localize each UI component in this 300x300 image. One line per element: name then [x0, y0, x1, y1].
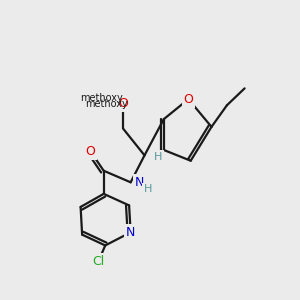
Text: H: H: [143, 184, 152, 194]
Text: O: O: [86, 145, 95, 158]
Text: N: N: [126, 226, 135, 239]
Text: Cl: Cl: [92, 255, 104, 268]
Text: O: O: [118, 97, 128, 110]
Text: methoxy: methoxy: [85, 99, 128, 109]
Text: O: O: [184, 93, 193, 106]
Text: H: H: [154, 152, 163, 162]
Text: methoxy: methoxy: [80, 93, 123, 103]
Text: N: N: [135, 176, 145, 189]
